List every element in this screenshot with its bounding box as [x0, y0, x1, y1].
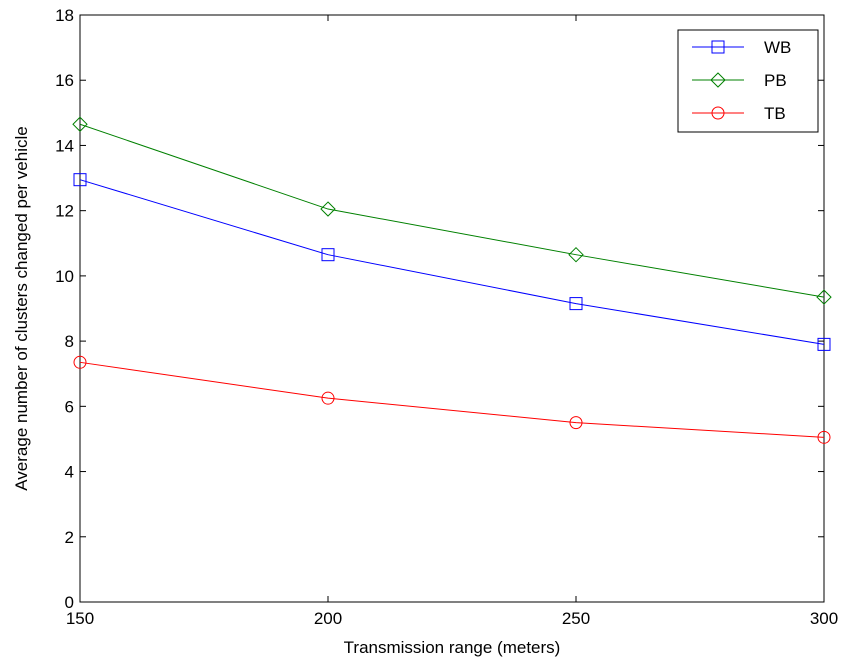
data-point-pb: [320, 201, 336, 217]
x-axis: 150 200 250 300: [66, 15, 838, 628]
y-axis-label: Average number of clusters changed per v…: [12, 126, 31, 490]
series-pb: [72, 116, 832, 305]
legend-marker-wb: [711, 40, 725, 54]
x-tick-label: 250: [562, 609, 590, 628]
y-tick-label: 2: [65, 528, 74, 547]
data-point-wb: [569, 297, 583, 311]
y-tick-label: 4: [65, 463, 74, 482]
legend-item-tb: TB: [692, 104, 786, 123]
data-point-tb: [73, 355, 87, 369]
data-point-tb: [817, 430, 831, 444]
legend-marker-tb: [711, 106, 725, 120]
data-point-tb: [569, 416, 583, 430]
y-tick-label: 10: [55, 267, 74, 286]
data-point-tb: [321, 391, 335, 405]
y-tick-label: 6: [65, 397, 74, 416]
y-tick-label: 14: [55, 136, 74, 155]
y-tick-label: 16: [55, 71, 74, 90]
y-axis: 0 2 4 6 8 10 12 14 16 18: [55, 6, 824, 612]
series-layer: [72, 116, 832, 444]
legend-box: [677, 29, 819, 133]
y-tick-label: 0: [65, 593, 74, 612]
series-line-pb: [79, 123, 825, 298]
data-point-wb: [73, 173, 87, 187]
legend-item-pb: PB: [692, 71, 787, 90]
data-point-pb: [568, 246, 584, 263]
x-tick-label: 150: [66, 609, 94, 628]
legend: WB PB TB: [677, 29, 819, 133]
series-line-tb: [79, 361, 825, 438]
series-line-wb: [79, 179, 825, 345]
series-tb: [73, 355, 831, 444]
x-tick-label: 300: [810, 609, 838, 628]
x-tick-label: 200: [314, 609, 342, 628]
y-tick-label: 8: [65, 332, 74, 351]
data-point-pb: [72, 116, 88, 132]
data-point-wb: [817, 337, 831, 351]
legend-label-pb: PB: [764, 71, 787, 90]
legend-item-wb: WB: [692, 38, 791, 57]
y-tick-label: 12: [55, 202, 74, 221]
legend-label-tb: TB: [764, 104, 786, 123]
series-wb: [73, 173, 831, 351]
data-point-pb: [816, 289, 832, 305]
legend-label-wb: WB: [764, 38, 791, 57]
data-point-wb: [321, 248, 335, 262]
y-tick-label: 18: [55, 6, 74, 25]
x-axis-label: Transmission range (meters): [344, 638, 561, 657]
legend-marker-pb: [710, 72, 726, 88]
